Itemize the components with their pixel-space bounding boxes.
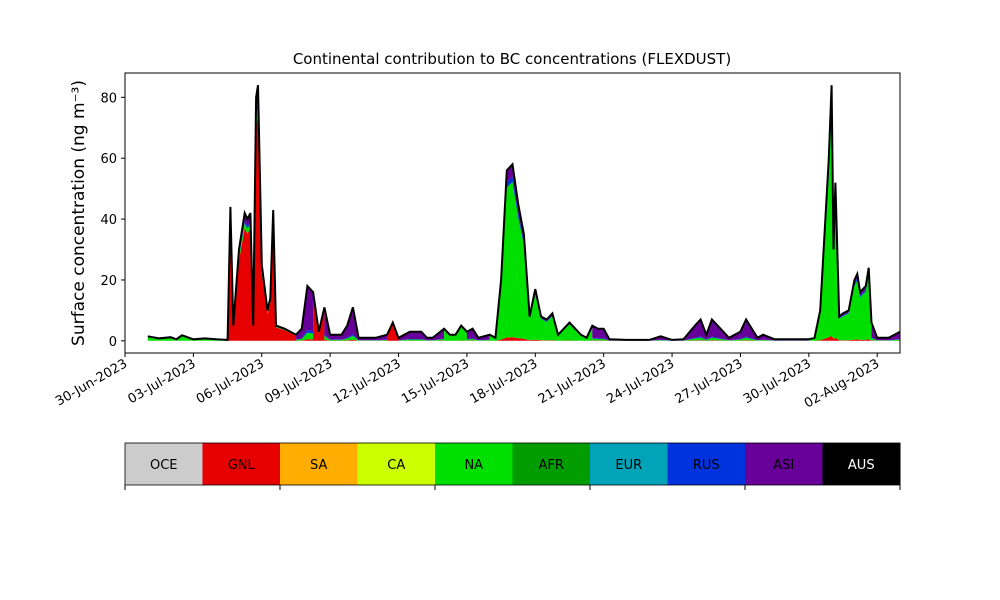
y-axis-label: Surface concentration (ng m⁻³) xyxy=(69,80,89,346)
area-asi-8 xyxy=(466,328,490,341)
legend-label-sa: SA xyxy=(310,458,327,473)
x-tick-label: 30-Jun-2023 xyxy=(53,356,130,409)
chart-title: Continental contribution to BC concentra… xyxy=(293,50,731,68)
legend-label-ca: CA xyxy=(387,458,405,473)
x-tick-label: 21-Jul-2023 xyxy=(536,356,609,407)
area-na-9 xyxy=(489,182,593,341)
legend-label-afr: AFR xyxy=(539,458,564,473)
area-rus-10 xyxy=(592,336,758,341)
area-gnl-5 xyxy=(387,324,399,341)
legend-swatch-afr xyxy=(512,443,591,485)
area-gnl-10 xyxy=(592,340,758,341)
legend-label-gnl: GNL xyxy=(228,458,256,473)
area-gnl-4 xyxy=(324,339,388,341)
axes: 0 20 40 60 80 30-Jun-202303-Jul-202306-Jul-20… xyxy=(53,72,901,412)
area-asi-11 xyxy=(757,334,809,341)
area-na-7 xyxy=(444,327,467,341)
y-tick-label: 40 xyxy=(100,213,117,228)
area-na-8 xyxy=(466,339,490,341)
legend-swatch-eur xyxy=(590,443,668,485)
area-gnl-3 xyxy=(313,298,325,341)
plot-frame xyxy=(124,72,901,354)
area-rus-2 xyxy=(296,329,314,340)
area-gnl-13 xyxy=(871,340,900,341)
area-rus-4 xyxy=(324,334,388,341)
area-na-6 xyxy=(398,339,445,341)
area-asi-6 xyxy=(398,328,445,341)
x-tick-label: 03-Jul-2023 xyxy=(126,356,199,407)
area-na-11 xyxy=(757,339,809,341)
legend-label-eur: EUR xyxy=(615,458,642,473)
legend-swatch-aus xyxy=(822,443,901,485)
total-line xyxy=(147,85,900,341)
legend-frame xyxy=(124,442,901,486)
area-gnl-9 xyxy=(489,337,593,341)
y-tick-label: 20 xyxy=(100,274,117,289)
y-tick-label: 80 xyxy=(100,91,117,106)
x-tick-label: 24-Jul-2023 xyxy=(604,356,677,407)
legend-label-asi: ASI xyxy=(773,458,794,473)
legend-swatch-rus xyxy=(667,443,746,485)
x-tick-label: 06-Jul-2023 xyxy=(194,356,267,407)
legend: OCE GNL SA CA NA AFR EUR RUS ASI AUS xyxy=(124,442,901,490)
area-na-4 xyxy=(324,335,388,341)
legend-swatch-na xyxy=(435,443,513,485)
area-gnl-2 xyxy=(296,339,314,341)
x-tick-label: 09-Jul-2023 xyxy=(262,356,335,407)
area-na-12 xyxy=(808,110,872,341)
legend-swatch-sa xyxy=(280,443,358,485)
x-tick-label: 12-Jul-2023 xyxy=(331,356,404,407)
area-asi-10 xyxy=(592,319,758,341)
plot-area xyxy=(147,85,900,341)
area-na-10 xyxy=(592,337,758,341)
legend-label-aus: AUS xyxy=(848,458,875,473)
legend-label-oce: OCE xyxy=(150,458,178,473)
area-rus-8 xyxy=(466,338,490,341)
x-tick-label: 15-Jul-2023 xyxy=(399,356,472,407)
y-tick-label: 0 xyxy=(109,335,117,350)
area-asi-13 xyxy=(871,322,900,341)
area-gnl-1 xyxy=(227,115,296,341)
area-na-2 xyxy=(296,332,314,341)
area-rus-6 xyxy=(398,338,445,341)
area-na-13 xyxy=(871,338,900,341)
legend-label-rus: RUS xyxy=(693,458,720,473)
x-tick-label: 18-Jul-2023 xyxy=(467,356,540,407)
legend-swatch-oce xyxy=(125,443,203,485)
legend-label-na: NA xyxy=(464,458,483,473)
legend-swatch-ca xyxy=(357,443,436,485)
area-gnl-12 xyxy=(808,335,872,341)
y-tick-label: 60 xyxy=(100,152,117,167)
legend-swatch-gnl xyxy=(202,443,281,485)
x-tick-label: 02-Aug-2023 xyxy=(802,356,882,411)
x-tick-label: 27-Jul-2023 xyxy=(673,356,746,407)
legend-swatch-asi xyxy=(745,443,823,485)
